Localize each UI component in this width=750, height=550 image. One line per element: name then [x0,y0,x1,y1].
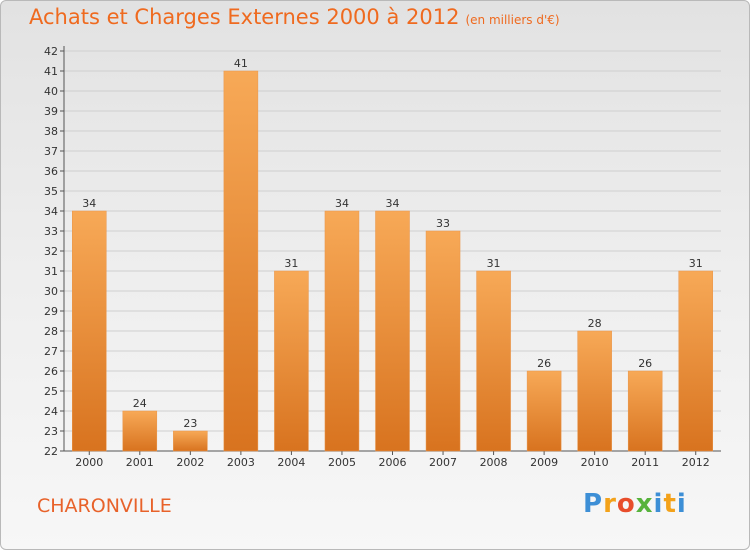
bar-2012 [678,270,713,452]
data-label-2002: 23 [183,417,197,430]
x-tick-label-2001: 2001 [126,456,154,469]
x-tick-label-2007: 2007 [429,456,457,469]
data-label-2009: 26 [537,357,551,370]
y-tick-label: 34 [44,205,58,218]
bar-2004 [274,270,309,452]
data-label-2001: 24 [133,397,147,410]
x-tick-label-2005: 2005 [328,456,356,469]
y-tick-label: 32 [44,245,58,258]
y-tick-label: 26 [44,365,58,378]
logo-letter: r [603,489,617,519]
y-tick-label: 41 [44,65,58,78]
y-tick-label: 24 [44,405,58,418]
y-tick-label: 36 [44,165,58,178]
bars [72,70,713,452]
proxiti-logo[interactable]: Proxiti [583,489,687,519]
y-tick-label: 30 [44,285,58,298]
bar-2001 [122,410,158,452]
data-label-2007: 33 [436,217,450,230]
data-label-2011: 26 [638,357,652,370]
y-tick-label: 40 [44,85,58,98]
x-tick-label-2006: 2006 [379,456,407,469]
y-tick-label: 27 [44,345,58,358]
y-tick-label: 28 [44,325,58,338]
x-tick-label-2003: 2003 [227,456,255,469]
logo-letter: i [653,489,664,519]
y-tick-label: 22 [44,445,58,458]
data-label-2006: 34 [386,197,400,210]
labels: 22 23 24 25 26 27 28 29 30 31 32 33 34 35 36 37 38 39 40 41… [44,45,710,469]
bar-2003 [223,70,259,452]
x-tick-label-2012: 2012 [682,456,710,469]
bar-2007 [425,230,461,452]
x-tick-label-2004: 2004 [277,456,305,469]
y-tick-label: 38 [44,125,58,138]
bar-2005 [324,210,360,452]
y-tick-label: 39 [44,105,58,118]
x-tick-label-2009: 2009 [530,456,558,469]
chart-title-block: Achats et Charges Externes 2000 à 2012 (e… [29,5,560,29]
y-tick-label: 23 [44,425,58,438]
bar-2002 [173,430,208,452]
chart-subtitle: (en milliers d'€) [465,13,560,27]
bar-2000 [72,210,107,452]
x-tick-label-2011: 2011 [631,456,659,469]
y-tick-label: 42 [44,45,58,58]
y-tick-label: 31 [44,265,58,278]
logo-letter: o [616,489,636,519]
data-label-2004: 31 [284,257,298,270]
logo-letter: t [663,489,677,519]
logo-letter: P [583,489,604,519]
data-label-2000: 34 [82,197,96,210]
y-tick-label: 33 [44,225,58,238]
bar-2011 [627,370,663,452]
logo-letter: i [676,489,687,519]
data-label-2010: 28 [588,317,602,330]
bar-2010 [577,330,612,452]
y-tick-label: 25 [44,385,58,398]
data-label-2012: 31 [689,257,703,270]
x-tick-label-2010: 2010 [581,456,609,469]
data-label-2003: 41 [234,57,248,70]
bar-2008 [476,270,511,452]
data-label-2005: 34 [335,197,349,210]
town-name: CHARONVILLE [37,495,172,517]
data-label-2008: 31 [487,257,501,270]
y-tick-label: 35 [44,185,58,198]
x-tick-label-2008: 2008 [480,456,508,469]
bar-2009 [526,370,562,452]
x-tick-label-2000: 2000 [75,456,103,469]
chart-title: Achats et Charges Externes 2000 à 2012 [29,5,460,29]
bar-2006 [375,210,410,452]
logo-letter: x [635,489,654,519]
y-tick-label: 29 [44,305,58,318]
x-tick-label-2002: 2002 [176,456,204,469]
y-tick-label: 37 [44,145,58,158]
